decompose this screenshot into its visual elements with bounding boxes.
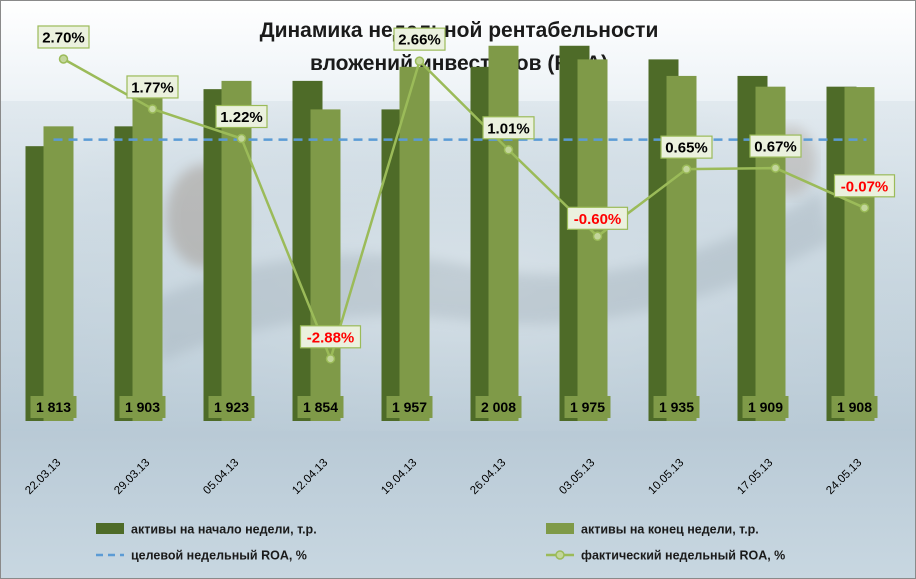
- bar-label-box-10.05.13: [653, 396, 700, 418]
- bar-label-box-24.05.13: [831, 396, 878, 418]
- roa-value-label-26.04.13: 1.01%: [487, 120, 530, 137]
- bar-end-26.04.13: [488, 45, 519, 422]
- bar-end-24.05.13: [844, 87, 875, 421]
- roa-value-label-24.05.13: -0.07%: [841, 178, 889, 195]
- x-tick-label-29.03.13: 29.03.13: [112, 457, 152, 497]
- x-tick-label-26.04.13: 26.04.13: [468, 457, 508, 497]
- legend-swatch-1: [96, 523, 124, 534]
- bar-value-label-19.04.13: 1 957: [392, 399, 427, 415]
- roa-point-17.05.13: [770, 163, 781, 173]
- actual-roa-line: [62, 57, 866, 363]
- legend-marker-4: [555, 550, 565, 560]
- bar-label-box-05.04.13: [208, 396, 255, 418]
- x-tick-label-24.05.13: 24.05.13: [824, 457, 864, 497]
- bar-end-10.05.13: [666, 75, 697, 422]
- bar-end-22.03.13: [43, 126, 74, 422]
- bar-value-label-05.04.13: 1 923: [214, 399, 249, 415]
- chart-title-line-2: вложений инвесторов (ROA): [310, 52, 608, 75]
- roa-point-05.04.13: [236, 133, 247, 144]
- bar-labels-layer: 1 813 1 903 1 923 1 854 1 957 2 008 1 975 1 935…: [30, 396, 878, 418]
- bar-end-05.04.13: [221, 80, 252, 421]
- actual-roa-line-layer: [58, 54, 870, 364]
- bar-end-03.05.13: [577, 59, 608, 422]
- roa-point-29.03.13: [147, 104, 158, 114]
- roa-value-label-29.03.13: 1.77%: [131, 79, 174, 96]
- legend-label-2: активы на конец недели, т.р.: [581, 523, 759, 537]
- bar-end-12.04.13: [310, 109, 341, 422]
- roa-value-label-03.05.13: -0.60%: [574, 211, 622, 228]
- roa-value-label-17.05.13: 0.67%: [754, 139, 797, 156]
- roa-point-12.04.13: [325, 354, 336, 364]
- roa-value-label-19.04.13: 2.66%: [398, 32, 441, 49]
- bar-label-box-17.05.13: [742, 396, 789, 418]
- legend-swatch-2: [546, 523, 574, 534]
- roa-value-label-22.03.13: 2.70%: [42, 29, 85, 46]
- roa-label-box-10.05.13: [660, 135, 713, 159]
- x-tick-label-22.03.13: 22.03.13: [23, 457, 63, 497]
- bar-value-label-24.05.13: 1 908: [837, 399, 872, 415]
- roa-labels-layer: 2.70% 1.77% 1.22% -2.88% 2.66% 1.01% -0.60% 0.6…: [37, 25, 896, 349]
- bar-label-box-19.04.13: [386, 396, 433, 418]
- bar-value-label-12.04.13: 1 854: [303, 399, 338, 415]
- roa-point-10.05.13: [681, 164, 692, 174]
- bar-label-box-29.03.13: [119, 396, 166, 418]
- x-tick-label-19.04.13: 19.04.13: [379, 457, 419, 497]
- roa-label-box-19.04.13: [393, 27, 446, 51]
- bar-end-19.04.13: [399, 66, 430, 421]
- bars-layer: [25, 45, 875, 422]
- bar-value-label-26.04.13: 2 008: [481, 399, 516, 415]
- bar-value-label-22.03.13: 1 813: [36, 399, 71, 415]
- x-tick-label-03.05.13: 03.05.13: [557, 457, 597, 497]
- bar-value-label-03.05.13: 1 975: [570, 399, 605, 415]
- roa-point-24.05.13: [859, 203, 870, 213]
- roa-label-box-03.05.13: [566, 206, 629, 230]
- roa-label-box-05.04.13: [215, 104, 268, 129]
- roa-label-box-17.05.13: [749, 134, 802, 158]
- chart-title: Динамика недельной рентабельности вложени…: [260, 19, 659, 75]
- roa-value-label-12.04.13: -2.88%: [307, 329, 355, 346]
- roa-label-box-29.03.13: [126, 75, 179, 99]
- bar-value-label-10.05.13: 1 935: [659, 399, 694, 415]
- legend-label-4: фактический недельный ROA, %: [581, 549, 785, 563]
- legend-label-3: целевой недельный ROA, %: [131, 549, 307, 563]
- roa-label-box-24.05.13: [833, 174, 896, 198]
- roa-point-03.05.13: [592, 231, 603, 242]
- roa-label-box-26.04.13: [482, 116, 535, 140]
- bar-label-box-26.04.13: [475, 396, 522, 418]
- roa-point-26.04.13: [503, 145, 514, 155]
- x-axis-labels: 22.03.13 29.03.13 05.04.13 12.04.13 19.04.13…: [23, 457, 864, 497]
- chart-title-line-1: Динамика недельной рентабельности: [260, 19, 659, 42]
- roa-value-label-10.05.13: 0.65%: [665, 140, 708, 157]
- x-tick-label-17.05.13: 17.05.13: [735, 457, 775, 497]
- roa-point-19.04.13: [414, 56, 425, 66]
- bar-value-label-17.05.13: 1 909: [748, 399, 783, 415]
- legend-label-1: активы на начало недели, т.р.: [131, 523, 317, 537]
- x-tick-label-05.04.13: 05.04.13: [201, 457, 241, 497]
- bar-label-box-03.05.13: [564, 396, 611, 418]
- x-tick-label-12.04.13: 12.04.13: [290, 457, 330, 497]
- x-tick-label-10.05.13: 10.05.13: [646, 457, 686, 497]
- roa-point-22.03.13: [58, 54, 69, 64]
- roa-label-box-12.04.13: [299, 325, 362, 349]
- legend: активы на начало недели, т.р. активы на к…: [96, 523, 785, 563]
- bar-label-box-22.03.13: [30, 396, 77, 418]
- bar-label-box-12.04.13: [297, 396, 344, 418]
- roa-label-box-22.03.13: [37, 25, 90, 49]
- bar-end-29.03.13: [132, 89, 163, 422]
- bar-value-label-29.03.13: 1 903: [125, 399, 160, 415]
- roa-value-label-05.04.13: 1.22%: [220, 109, 263, 126]
